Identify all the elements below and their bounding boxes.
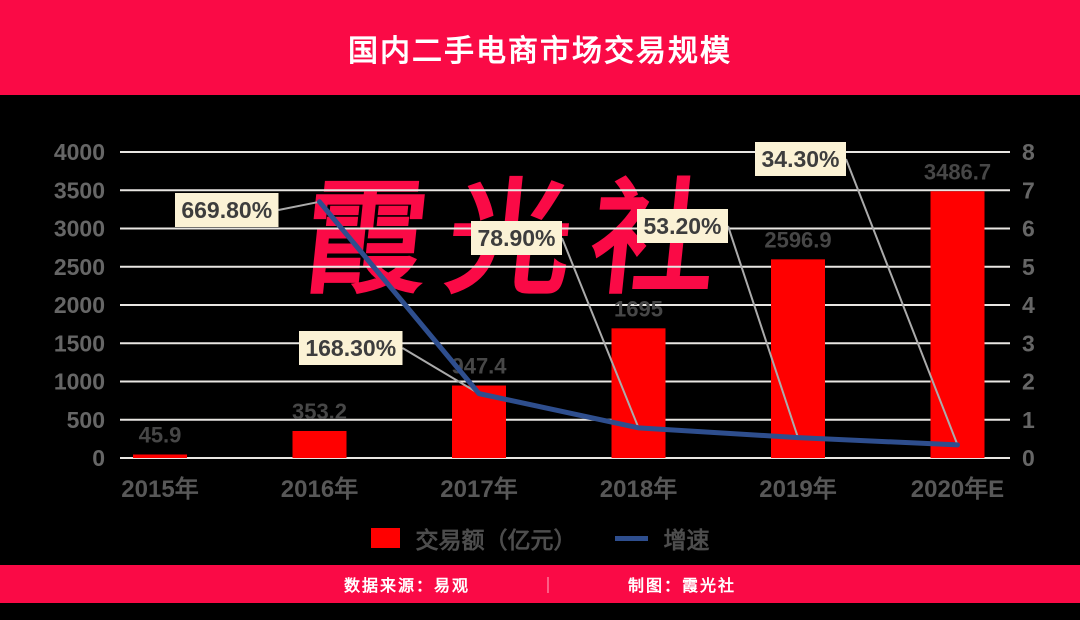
bar-2020年E [930,191,985,458]
right-axis-tick: 5 [1022,254,1035,280]
right-axis-tick: 4 [1022,292,1035,318]
category-label: 2016年 [281,475,358,503]
category-label: 2018年 [600,475,677,503]
callout-leader [401,347,480,395]
title-band: 国内二手电商市场交易规模 [0,0,1080,95]
credit-label: 制图：霞光社 [628,578,737,595]
bar-2015年 [133,454,187,458]
left-axis-tick: 3500 [54,177,105,203]
right-axis-tick: 2 [1022,369,1035,395]
callout-box [755,142,846,176]
callout-label: 34.30% [761,146,839,172]
left-axis-tick: 4000 [54,139,105,165]
bar-value-label: 45.9 [139,422,182,447]
bar-value-label: 3486.7 [924,159,991,184]
footer-divider: ｜ [539,578,558,595]
category-label: 2019年 [759,475,836,503]
legend-line-label: 增速 [663,527,710,553]
callout-leader [278,200,320,211]
bar-value-label: 353.2 [292,399,347,424]
right-axis-tick: 7 [1022,177,1035,203]
chart-legend: 交易额（亿元） 增速 [0,521,1080,555]
left-axis-tick: 1500 [54,330,105,356]
callout-label: 53.20% [643,213,721,239]
page-title: 国内二手电商市场交易规模 [348,34,732,68]
left-axis-tick: 1000 [54,369,105,395]
legend-bar-label: 交易额（亿元） [415,527,577,553]
callout-box [637,209,728,243]
callout-box [175,193,279,227]
left-axis-tick: 2000 [54,292,105,318]
left-axis-tick: 2500 [54,254,105,280]
bar-2019年 [771,259,825,458]
callout-label: 168.30% [305,335,396,361]
left-axis-tick: 3000 [54,216,105,242]
bar-2016年 [292,430,347,458]
callout-leader [561,237,640,429]
callout-leader [845,158,959,446]
growth-line [317,199,960,448]
category-label: 2020年E [911,475,1004,503]
bar-2018年 [611,328,666,458]
right-axis-tick: 0 [1022,445,1035,471]
left-axis-tick: 0 [92,445,105,471]
bar-value-label: 947.4 [451,354,507,379]
bar-value-label: 1695 [614,296,663,321]
right-axis-tick: 8 [1022,139,1035,165]
callout-leader [727,225,799,438]
callout-box [299,331,403,365]
footer-band: 数据来源：易观 ｜ 制图：霞光社 [0,565,1080,603]
callout-label: 669.80% [181,197,272,223]
right-axis-tick: 3 [1022,330,1035,356]
data-source-label: 数据来源：易观 [343,578,470,595]
legend-bar-swatch [370,528,400,548]
bar-value-label: 2596.9 [764,227,831,252]
right-axis-tick: 6 [1022,216,1035,242]
callout-label: 78.90% [477,225,555,251]
right-axis-tick: 1 [1022,407,1035,433]
left-axis-tick: 500 [67,407,105,433]
category-label: 2017年 [440,475,517,503]
callout-box [471,221,562,255]
category-label: 2015年 [121,475,198,503]
legend-line-swatch [614,535,648,541]
